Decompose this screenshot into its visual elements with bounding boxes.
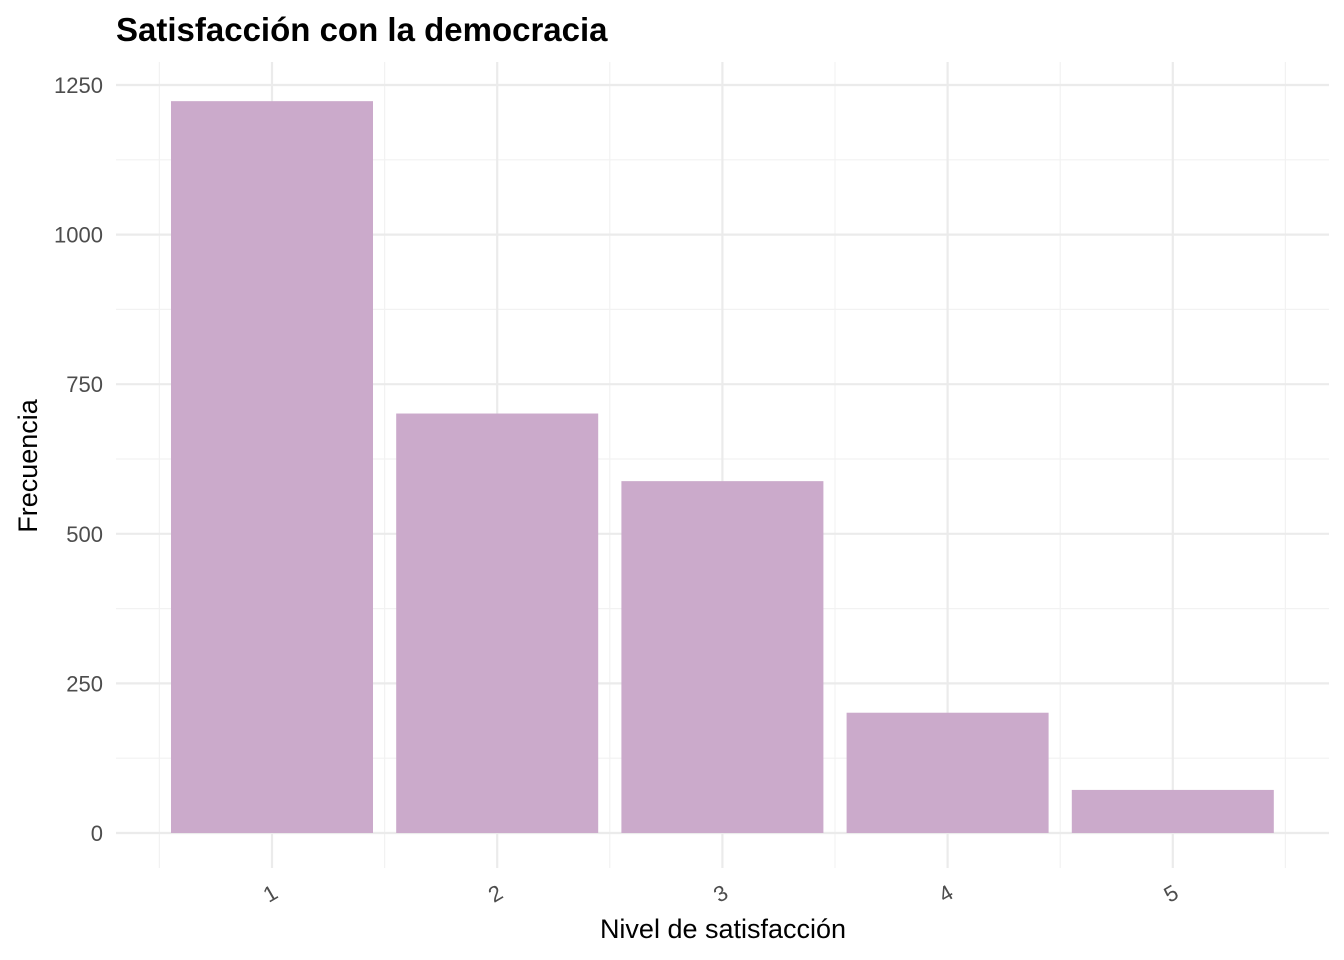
- chart-title: Satisfacción con la democracia: [116, 11, 608, 48]
- y-axis-ticks: 0 250 500 750 1000 1250: [54, 73, 103, 846]
- y-tick-label: 750: [66, 372, 103, 397]
- x-tick-label: 5: [1159, 880, 1182, 908]
- x-tick-label: 2: [484, 880, 507, 908]
- y-tick-label: 250: [66, 671, 103, 696]
- y-axis-title: Frecuencia: [13, 398, 43, 533]
- bar-1: [171, 101, 373, 833]
- y-tick-label: 0: [91, 821, 103, 846]
- y-tick-label: 1250: [54, 73, 103, 98]
- y-tick-label: 1000: [54, 223, 103, 248]
- x-tick-label: 3: [709, 880, 732, 908]
- bar-4: [846, 712, 1049, 833]
- bars: [171, 101, 1274, 833]
- y-tick-label: 500: [66, 522, 103, 547]
- bar-5: [1071, 789, 1274, 833]
- x-tick-label: 1: [259, 880, 282, 908]
- x-axis-title: Nivel de satisfacción: [600, 914, 846, 944]
- x-axis-ticks: 1 2 3 4 5: [259, 880, 1183, 908]
- bar-2: [396, 413, 599, 833]
- bar-3: [621, 481, 824, 833]
- x-tick-label: 4: [934, 880, 957, 908]
